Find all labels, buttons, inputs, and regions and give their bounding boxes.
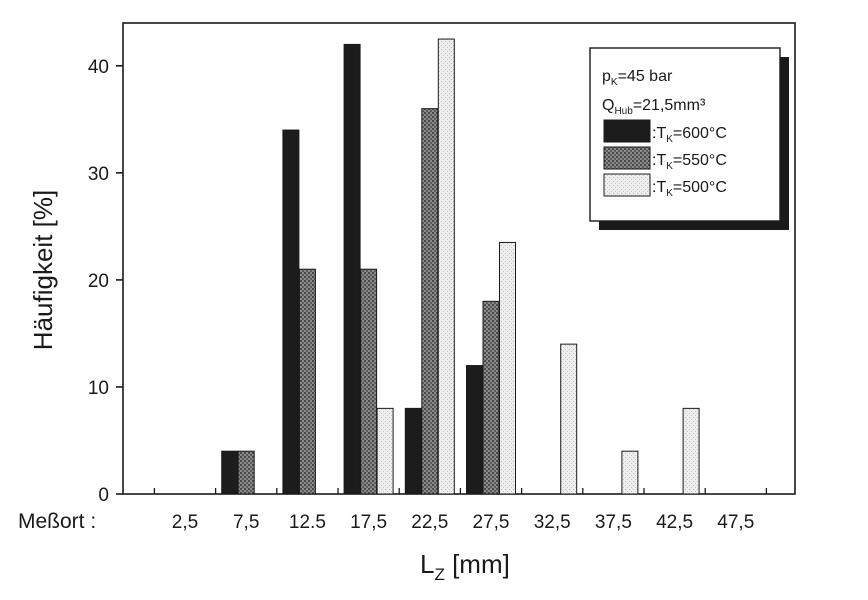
bar-600-1: [221, 450, 239, 495]
bar-500-3: [376, 407, 394, 495]
x-tick-label: 32,5: [534, 512, 571, 533]
bar-550-5: [482, 300, 500, 495]
bar-500-7: [621, 450, 639, 495]
bar-500-4: [437, 38, 455, 495]
bar-550-2: [298, 268, 316, 495]
legend-swatch-600: [603, 119, 651, 143]
legend: pK=45 bar QHub=21,5mm³ :TK=600°C :TK=550…: [589, 47, 789, 230]
legend-quantity: QHub=21,5mm³: [602, 97, 706, 117]
y-tick-label: 30: [88, 164, 109, 185]
x-axis-label: LZ [mm]: [420, 549, 510, 584]
bar-500-6: [560, 343, 578, 495]
legend-swatch-500: [603, 173, 651, 197]
bar-500-5: [499, 241, 516, 495]
x-tick-label: 7,5: [233, 512, 259, 533]
bar-600-5: [466, 365, 483, 495]
legend-label-550: :TK=550°C: [652, 152, 727, 172]
bars: [221, 38, 700, 495]
bar-600-3: [343, 43, 361, 495]
x-axis-prefix-label: Meßort :: [18, 510, 96, 533]
legend-label-600: :TK=600°C: [652, 125, 727, 145]
plot-frame: [122, 22, 796, 495]
x-tick-label: 47,5: [717, 512, 754, 533]
y-tick-label: 40: [88, 57, 109, 78]
y-axis: 0 10 20 30 40: [88, 57, 123, 506]
bar-550-1: [237, 450, 255, 495]
bar-600-4: [404, 407, 422, 495]
legend-pressure: pK=45 bar: [602, 68, 673, 88]
x-tick-label: 27,5: [473, 512, 510, 533]
x-axis: 2,5 7,5 12.5 17,5 22,5 27,5 32,5 37,5 42,5 47,5: [153, 488, 768, 533]
y-tick-label: 20: [88, 271, 109, 292]
y-tick-label: 0: [98, 485, 109, 506]
bar-550-4: [421, 108, 439, 495]
bar-600-2: [282, 129, 300, 495]
y-axis-label: Häufigkeit [%]: [28, 190, 58, 350]
legend-swatch-550: [603, 146, 651, 170]
bar-500-8: [682, 407, 700, 495]
x-tick-label: 2,5: [172, 512, 198, 533]
y-tick-label: 10: [88, 378, 109, 399]
x-tick-label: 22,5: [411, 512, 448, 533]
x-tick-label: 17,5: [350, 512, 387, 533]
x-tick-label: 42,5: [656, 512, 693, 533]
bar-550-3: [360, 268, 378, 495]
x-tick-label: 12.5: [289, 512, 326, 533]
x-tick-label: 37,5: [595, 512, 632, 533]
legend-label-500: :TK=500°C: [652, 179, 727, 199]
